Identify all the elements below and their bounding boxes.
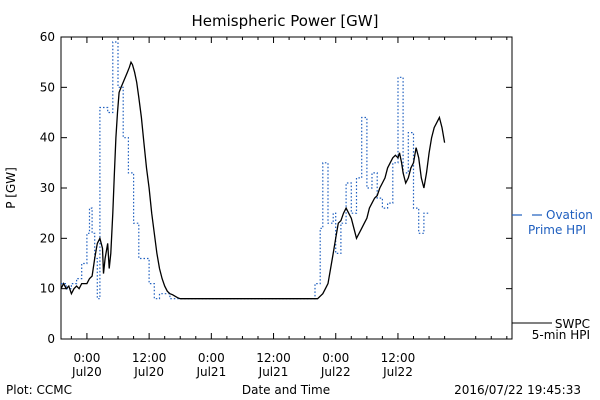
x-tick-date-label: Jul20 (71, 365, 102, 379)
footer-plot-credit: Plot: CCMC (6, 383, 72, 397)
legend-swpc-label: SWPC (555, 317, 590, 331)
y-axis: 0 10 20 30 40 50 60 (40, 30, 512, 346)
footer-timestamp: 2016/07/22 19:45:33 (454, 383, 581, 397)
y-tick-label: 20 (40, 231, 55, 245)
legend-ovation-label: Ovation (546, 208, 593, 222)
y-tick-label: 60 (40, 30, 55, 44)
series-layer (60, 41, 446, 300)
x-tick-date-label: Jul22 (320, 365, 351, 379)
x-tick-time-label: 0:00 (73, 351, 100, 365)
x-tick-time-label: 12:00 (132, 351, 167, 365)
y-tick-label: 30 (40, 181, 55, 195)
series-swpc-hpi-line (60, 60, 446, 300)
y-tick-label: 40 (40, 131, 55, 145)
legend-ovation-label-2: Prime HPI (528, 223, 586, 237)
y-axis-label: P [GW] (4, 167, 18, 209)
x-tick-date-label: Jul20 (133, 365, 164, 379)
chart-title: Hemispheric Power [GW] (192, 12, 379, 30)
x-tick-time-label: 0:00 (198, 351, 225, 365)
x-tick-time-label: 12:00 (381, 351, 416, 365)
series-ovation-prime-hpi-line (61, 41, 430, 300)
x-tick-date-label: Jul21 (195, 365, 226, 379)
x-tick-date-label: Jul21 (258, 365, 289, 379)
x-axis-label: Date and Time (242, 383, 330, 397)
y-tick-label: 10 (40, 282, 55, 296)
x-tick-time-label: 0:00 (322, 351, 349, 365)
x-axis: 0:00Jul2012:00Jul200:00Jul2112:00Jul210:… (70, 37, 508, 379)
x-tick-time-label: 12:00 (256, 351, 291, 365)
plot-area-frame (60, 36, 513, 340)
y-tick-label: 0 (47, 332, 55, 346)
legend-swpc-label-2: 5-min HPI (532, 328, 590, 342)
x-tick-date-label: Jul22 (382, 365, 413, 379)
y-tick-label: 50 (40, 80, 55, 94)
